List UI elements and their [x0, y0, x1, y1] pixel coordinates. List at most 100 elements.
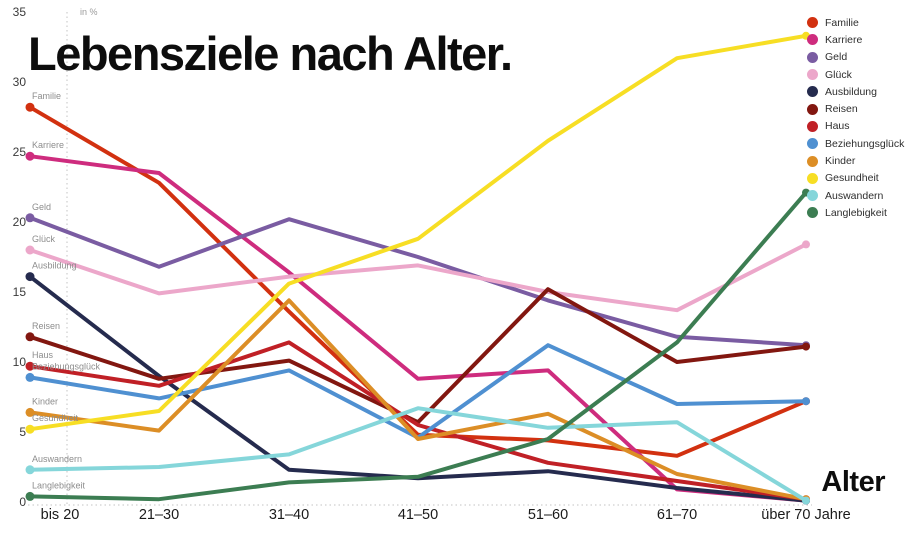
y-tick-label: 20: [13, 215, 27, 229]
legend-item-reisen: Reisen: [807, 100, 907, 117]
chart-legend: Familie Karriere Geld Glück Ausbildung Reisen…: [807, 14, 907, 222]
series-line-geld: [28, 215, 808, 348]
legend-label-glueck: Glück: [825, 68, 852, 81]
series-start-label-beziehungsglueck: Beziehungsglück: [32, 361, 101, 371]
series-glueck: Glück: [25, 234, 810, 313]
series-line-langlebigkeit: [28, 190, 808, 502]
series-start-label-ausbildung: Ausbildung: [32, 261, 77, 271]
x-tick-label-41-50: 41–50: [398, 507, 438, 523]
legend-item-auswandern: Auswandern: [807, 187, 907, 204]
y-tick-label: 30: [13, 75, 27, 89]
legend-color-dot-haus: [807, 120, 818, 132]
series-line-reisen: [28, 287, 808, 425]
legend-color-dot-familie: [807, 17, 818, 29]
series-start-label-kinder: Kinder: [32, 396, 58, 406]
legend-label-gesundheit: Gesundheit: [825, 172, 879, 185]
legend-item-beziehungsglueck: Beziehungsglück: [807, 135, 907, 152]
series-start-dot-karriere: [25, 151, 35, 161]
legend-label-langlebigkeit: Langlebigkeit: [825, 206, 887, 219]
y-tick-label: 0: [19, 495, 26, 509]
series-start-dot-gesundheit: [25, 424, 35, 434]
legend-item-familie: Familie: [807, 14, 907, 31]
series-line-glueck: [28, 242, 808, 313]
series-start-label-auswandern: Auswandern: [32, 454, 82, 464]
page-title: Lebensziele nach Alter.: [28, 27, 513, 80]
series-start-dot-glueck: [25, 245, 35, 255]
legend-color-dot-glueck: [807, 69, 818, 81]
y-tick-label: 5: [19, 425, 26, 439]
series-start-dot-kinder: [25, 407, 35, 417]
series-start-label-karriere: Karriere: [32, 140, 64, 150]
series-end-dot-auswandern: [802, 496, 810, 505]
series-familie: Familie: [25, 91, 810, 458]
series-auswandern: Auswandern: [25, 406, 810, 505]
legend-color-dot-reisen: [807, 103, 818, 115]
legend-label-reisen: Reisen: [825, 103, 858, 116]
series-start-dot-familie: [25, 102, 35, 112]
legend-item-kinder: Kinder: [807, 152, 907, 169]
series-start-dot-reisen: [25, 332, 35, 342]
series-line-familie: [28, 105, 808, 458]
legend-color-dot-beziehungsglueck: [807, 138, 818, 150]
legend-color-dot-auswandern: [807, 190, 818, 202]
legend-color-dot-ausbildung: [807, 86, 818, 98]
series-end-dot-glueck: [802, 240, 810, 249]
series-start-dot-ausbildung: [25, 272, 35, 282]
legend-color-dot-kinder: [807, 155, 818, 167]
legend-item-langlebigkeit: Langlebigkeit: [807, 204, 907, 221]
x-tick-label-ueber-70-jahre: über 70 Jahre: [761, 507, 850, 523]
x-tick-label-31-40: 31–40: [269, 507, 309, 523]
legend-label-haus: Haus: [825, 120, 850, 133]
series-start-dot-langlebigkeit: [25, 491, 35, 501]
series-gesundheit: Gesundheit: [25, 31, 810, 434]
legend-label-kinder: Kinder: [825, 155, 856, 168]
legend-item-geld: Geld: [807, 49, 907, 66]
legend-color-dot-langlebigkeit: [807, 207, 818, 219]
series-start-dot-beziehungsglueck: [25, 372, 35, 382]
legend-label-auswandern: Auswandern: [825, 189, 884, 202]
x-tick-label-51-60: 51–60: [528, 507, 568, 523]
legend-item-karriere: Karriere: [807, 31, 907, 48]
series-line-kinder: [28, 298, 808, 502]
series-start-label-glueck: Glück: [32, 234, 56, 244]
y-axis-unit-label: in %: [80, 7, 98, 17]
series-langlebigkeit: Langlebigkeit: [25, 188, 810, 502]
y-tick-label: 25: [13, 145, 27, 159]
series-line-gesundheit: [28, 33, 808, 432]
legend-item-glueck: Glück: [807, 66, 907, 83]
legend-color-dot-geld: [807, 51, 818, 63]
series-end-dot-beziehungsglueck: [802, 397, 810, 406]
x-tick-label-bis-20: bis 20: [41, 507, 80, 523]
legend-label-beziehungsglueck: Beziehungsglück: [825, 137, 905, 150]
series-start-label-familie: Familie: [32, 91, 61, 101]
x-axis-title: Alter: [821, 466, 885, 498]
series-start-label-haus: Haus: [32, 350, 54, 360]
series-line-haus: [28, 340, 808, 502]
legend-color-dot-gesundheit: [807, 172, 818, 184]
series-start-label-reisen: Reisen: [32, 321, 60, 331]
legend-label-familie: Familie: [825, 16, 859, 29]
series-start-label-langlebigkeit: Langlebigkeit: [32, 480, 86, 490]
legend-item-ausbildung: Ausbildung: [807, 83, 907, 100]
y-tick-label: 15: [13, 285, 27, 299]
series-start-label-geld: Geld: [32, 202, 51, 212]
legend-item-haus: Haus: [807, 118, 907, 135]
series-start-dot-geld: [25, 213, 35, 223]
y-tick-label: 35: [13, 5, 27, 19]
series-start-label-gesundheit: Gesundheit: [32, 413, 79, 423]
x-tick-label-61-70: 61–70: [657, 507, 697, 523]
legend-item-gesundheit: Gesundheit: [807, 170, 907, 187]
legend-label-geld: Geld: [825, 51, 848, 64]
legend-label-karriere: Karriere: [825, 33, 863, 46]
series-start-dot-haus: [25, 361, 35, 371]
legend-color-dot-karriere: [807, 34, 818, 46]
series-start-dot-auswandern: [25, 465, 35, 475]
series-line-auswandern: [28, 406, 808, 503]
series-end-dot-reisen: [802, 342, 810, 351]
x-tick-label-21-30: 21–30: [139, 507, 179, 523]
y-tick-label: 10: [13, 355, 27, 369]
series-reisen: Reisen: [25, 287, 810, 425]
legend-label-ausbildung: Ausbildung: [825, 85, 877, 98]
